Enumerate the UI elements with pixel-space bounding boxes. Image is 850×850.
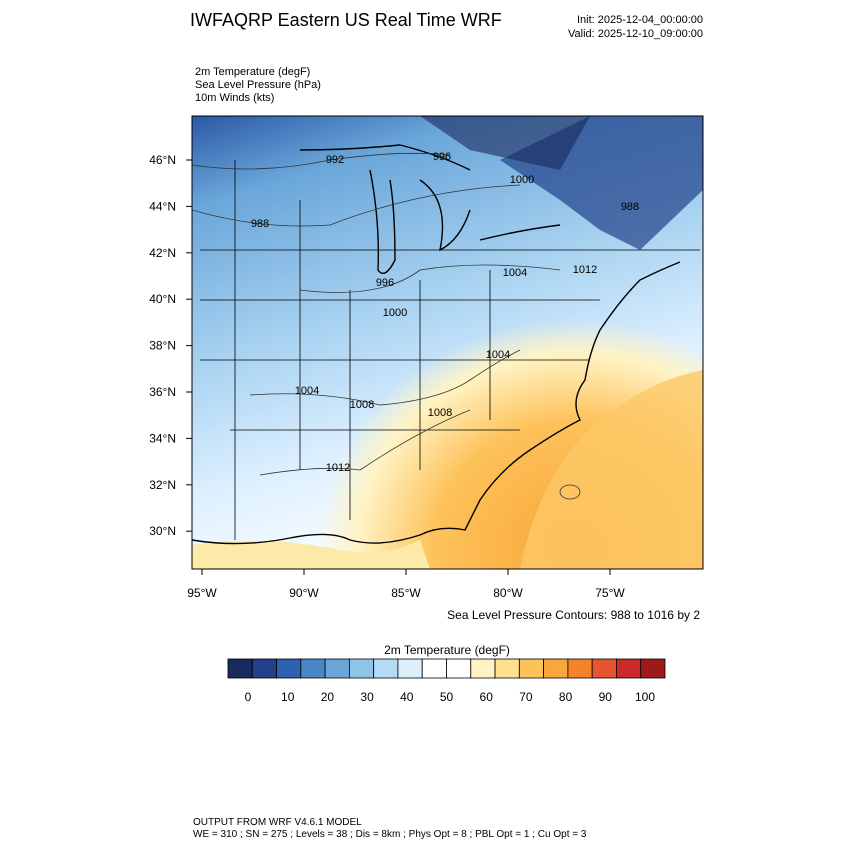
contour-label: 988 bbox=[251, 218, 269, 230]
colorbar-title: 2m Temperature (degF) bbox=[384, 643, 510, 657]
colorbar-label: 10 bbox=[281, 690, 295, 704]
colorbar: 0 10 20 30 40 50 60 70 80 90 100 bbox=[227, 658, 666, 704]
field-list: 2m Temperature (degF)Sea Level Pressure … bbox=[195, 66, 321, 104]
lat-label: 32°N bbox=[149, 478, 176, 492]
contour-label: 1000 bbox=[383, 307, 407, 319]
colorbar-label: 20 bbox=[321, 690, 335, 704]
contour-label: 1012 bbox=[326, 462, 350, 474]
colorbar-box bbox=[276, 658, 302, 679]
contour-label: 996 bbox=[376, 277, 394, 289]
lat-label: 36°N bbox=[149, 385, 176, 399]
colorbar-label: 50 bbox=[440, 690, 454, 704]
map bbox=[192, 116, 703, 569]
colorbar-box bbox=[616, 658, 642, 679]
colorbar-box bbox=[421, 658, 447, 679]
lat-label: 42°N bbox=[149, 246, 176, 260]
cold-region bbox=[420, 116, 590, 170]
contour-label: 1000 bbox=[510, 174, 534, 186]
contour-label: 1008 bbox=[350, 399, 374, 411]
colorbar-box bbox=[518, 658, 545, 679]
colorbar-box bbox=[446, 658, 472, 679]
colorbar-box bbox=[251, 658, 277, 679]
lon-label: 90°W bbox=[289, 586, 319, 600]
contour-note: Sea Level Pressure Contours: 988 to 1016… bbox=[447, 608, 700, 622]
contour-label: 1008 bbox=[428, 407, 452, 419]
colorbar-box bbox=[397, 658, 423, 679]
contour-label: 1004 bbox=[295, 385, 319, 397]
lon-label: 95°W bbox=[187, 586, 217, 600]
isobars bbox=[192, 152, 581, 500]
colorbar-label: 100 bbox=[635, 690, 655, 704]
colorbar-box bbox=[300, 658, 326, 679]
colorbar-label: 40 bbox=[400, 690, 414, 704]
map-frame bbox=[191, 115, 704, 570]
colorbar-box bbox=[640, 658, 666, 679]
footer-line: WE = 310 ; SN = 275 ; Levels = 38 ; Dis … bbox=[193, 829, 587, 840]
colorbar-box bbox=[470, 658, 496, 679]
colorbar-box bbox=[324, 658, 350, 679]
contour-label: 992 bbox=[326, 154, 344, 166]
lat-label: 34°N bbox=[149, 431, 176, 445]
contour-label: 988 bbox=[621, 201, 639, 213]
field-label: 2m Temperature (degF) bbox=[195, 66, 310, 78]
lon-label: 85°W bbox=[391, 586, 421, 600]
contour-label: 1004 bbox=[503, 267, 527, 279]
colorbar-label: 0 bbox=[245, 690, 252, 704]
lon-label: 80°W bbox=[493, 586, 523, 600]
colorbar-label: 60 bbox=[480, 690, 494, 704]
colorbar-label: 30 bbox=[360, 690, 374, 704]
colorbar-label: 70 bbox=[519, 690, 533, 704]
colorbar-box bbox=[227, 658, 253, 679]
contour-label: 996 bbox=[433, 151, 451, 163]
colorbar-box bbox=[543, 658, 569, 679]
footer-line: OUTPUT FROM WRF V4.6.1 MODEL bbox=[193, 817, 362, 828]
colorbar-box bbox=[348, 658, 375, 679]
lat-label: 30°N bbox=[149, 524, 176, 538]
lat-label: 40°N bbox=[149, 292, 176, 306]
gulf-warm bbox=[192, 540, 430, 569]
init-time: Init: 2025-12-04_00:00:00 bbox=[577, 14, 703, 26]
colorbar-box bbox=[591, 658, 617, 679]
lat-label: 44°N bbox=[149, 199, 176, 213]
colorbar-box bbox=[494, 658, 520, 679]
colorbar-box bbox=[373, 658, 399, 679]
coastlines bbox=[192, 144, 700, 545]
lat-label: 46°N bbox=[149, 153, 176, 167]
valid-time: Valid: 2025-12-10_09:00:00 bbox=[568, 28, 703, 40]
title: IWFAQRP Eastern US Real Time WRF bbox=[190, 10, 502, 30]
colorbar-label: 80 bbox=[559, 690, 573, 704]
field-label: 10m Winds (kts) bbox=[195, 92, 274, 104]
field-label: Sea Level Pressure (hPa) bbox=[195, 79, 321, 91]
lat-label: 38°N bbox=[149, 339, 176, 353]
colorbar-label: 90 bbox=[599, 690, 613, 704]
lon-label: 75°W bbox=[595, 586, 625, 600]
contour-label: 1004 bbox=[486, 349, 510, 361]
atlantic-warm bbox=[520, 370, 703, 569]
contour-label: 1012 bbox=[573, 264, 597, 276]
colorbar-box bbox=[567, 658, 593, 679]
